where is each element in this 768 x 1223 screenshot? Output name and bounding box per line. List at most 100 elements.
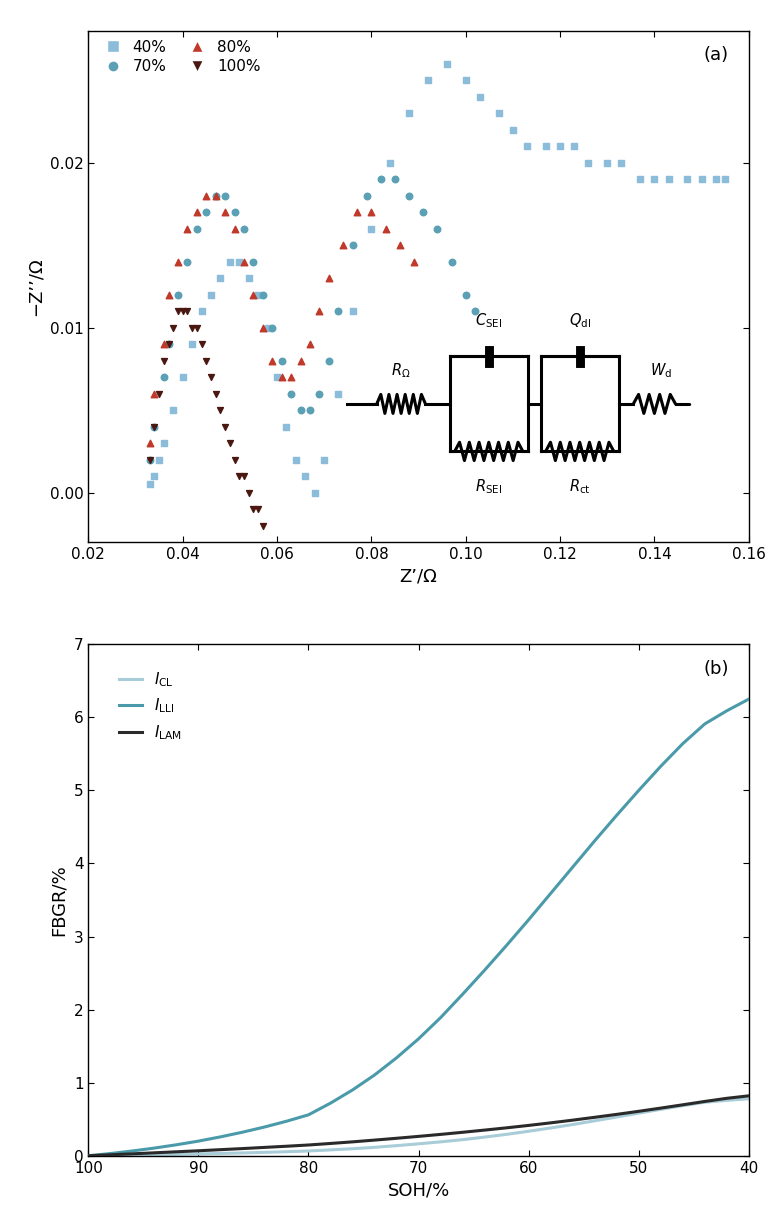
Point — [181, 301, 194, 320]
Point — [346, 235, 359, 254]
Point — [148, 384, 161, 404]
Y-axis label: −Z’’/Ω: −Z’’/Ω — [26, 257, 44, 316]
Point — [719, 169, 731, 188]
Legend: 40%, 70%, 80%, 100%: 40%, 70%, 80%, 100% — [96, 38, 262, 76]
Point — [228, 219, 240, 238]
Point — [181, 252, 194, 272]
Point — [200, 202, 213, 221]
Point — [210, 186, 222, 205]
Point — [290, 450, 302, 470]
Y-axis label: FBGR/%: FBGR/% — [50, 865, 68, 936]
Point — [441, 54, 453, 73]
Point — [210, 186, 222, 205]
Text: (a): (a) — [703, 46, 729, 64]
Point — [333, 384, 345, 404]
Point — [375, 169, 387, 188]
Point — [238, 466, 250, 486]
Point — [186, 318, 198, 338]
Text: (b): (b) — [703, 659, 729, 678]
Point — [153, 450, 165, 470]
Point — [351, 202, 363, 221]
Point — [276, 367, 288, 386]
Point — [445, 252, 458, 272]
Point — [403, 103, 415, 122]
Point — [190, 219, 203, 238]
Point — [300, 466, 312, 486]
Point — [233, 466, 246, 486]
Point — [172, 285, 184, 305]
Point — [432, 219, 444, 238]
Point — [554, 136, 566, 155]
Point — [210, 384, 222, 404]
Point — [507, 120, 519, 139]
Point — [162, 334, 174, 353]
Point — [247, 499, 260, 519]
Point — [663, 169, 675, 188]
Point — [214, 400, 227, 419]
Point — [186, 334, 198, 353]
Point — [205, 285, 217, 305]
Point — [492, 103, 505, 122]
Point — [266, 318, 279, 338]
Point — [366, 219, 378, 238]
Point — [313, 301, 326, 320]
Point — [568, 136, 581, 155]
Point — [540, 136, 552, 155]
Point — [153, 384, 165, 404]
Point — [228, 202, 240, 221]
Point — [257, 318, 269, 338]
Point — [389, 169, 401, 188]
Point — [459, 70, 472, 89]
Point — [148, 417, 161, 437]
Point — [285, 384, 297, 404]
Point — [144, 475, 156, 494]
Point — [243, 483, 255, 503]
Point — [238, 219, 250, 238]
Point — [304, 400, 316, 419]
Point — [157, 367, 170, 386]
Point — [521, 136, 533, 155]
Point — [459, 285, 472, 305]
Point — [294, 351, 306, 371]
Point — [157, 433, 170, 453]
Point — [379, 219, 392, 238]
Point — [408, 252, 420, 272]
Legend: $I_\mathrm{CL}$, $I_\mathrm{LLI}$, $I_\mathrm{LAM}$: $I_\mathrm{CL}$, $I_\mathrm{LLI}$, $I_\m… — [116, 668, 185, 745]
Point — [257, 516, 269, 536]
Point — [167, 318, 180, 338]
Point — [285, 367, 297, 386]
Point — [403, 186, 415, 205]
Point — [219, 186, 231, 205]
Point — [333, 301, 345, 320]
Point — [318, 450, 330, 470]
Point — [200, 351, 213, 371]
Point — [261, 318, 273, 338]
Point — [223, 252, 236, 272]
Point — [247, 285, 260, 305]
Point — [469, 301, 482, 320]
Point — [276, 351, 288, 371]
Point — [384, 153, 396, 172]
Point — [200, 186, 213, 205]
Point — [304, 334, 316, 353]
Point — [271, 367, 283, 386]
Point — [162, 334, 174, 353]
Point — [205, 367, 217, 386]
Point — [648, 169, 660, 188]
Point — [710, 169, 722, 188]
Point — [257, 285, 269, 305]
Point — [615, 153, 627, 172]
Point — [323, 351, 335, 371]
Point — [280, 417, 293, 437]
Point — [148, 417, 161, 437]
Point — [252, 285, 264, 305]
Point — [228, 450, 240, 470]
Point — [309, 483, 321, 503]
Point — [266, 351, 279, 371]
Point — [181, 219, 194, 238]
Point — [681, 169, 694, 188]
Point — [177, 367, 189, 386]
Point — [634, 169, 647, 188]
Point — [393, 235, 406, 254]
Point — [144, 433, 156, 453]
